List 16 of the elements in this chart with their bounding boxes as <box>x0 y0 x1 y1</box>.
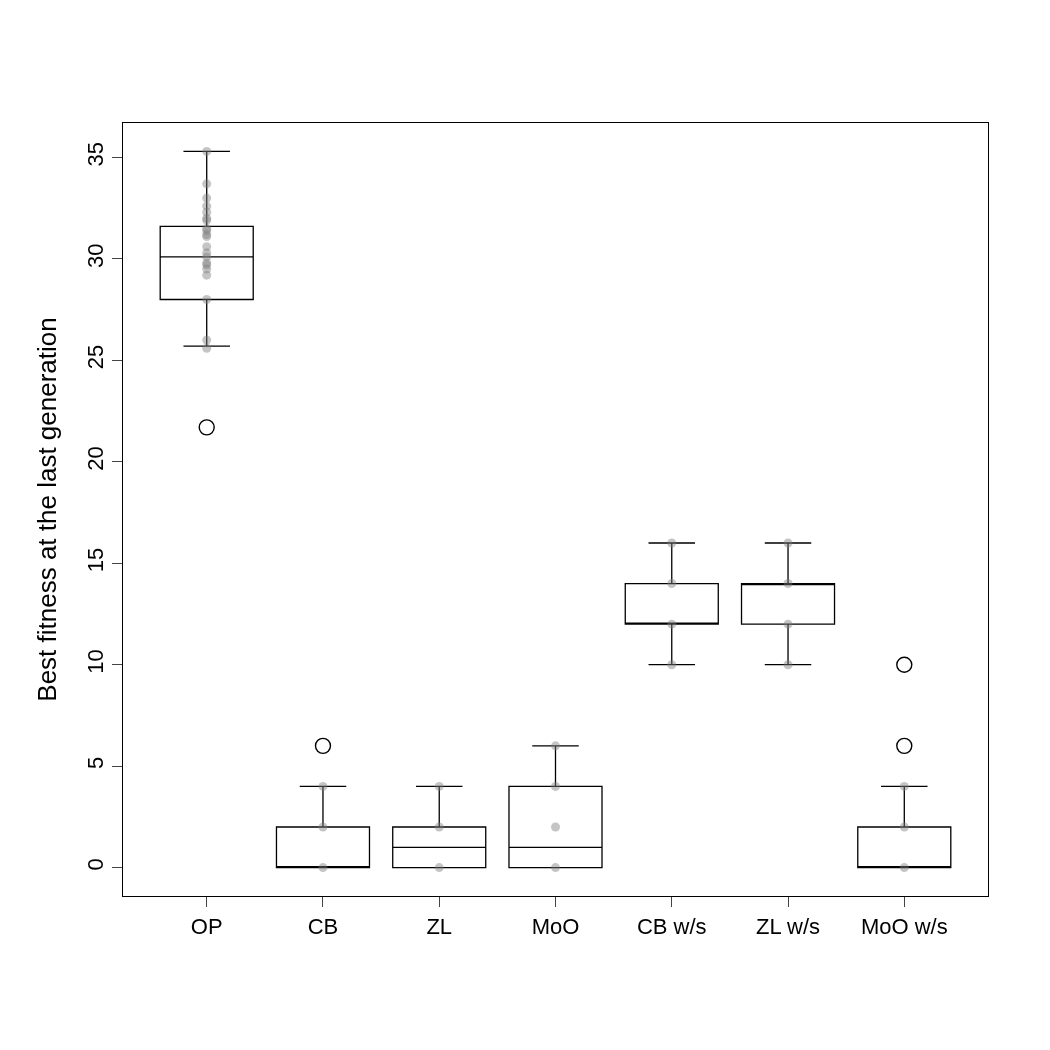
y-tick-label: 30 <box>83 243 109 268</box>
y-tick-label: 10 <box>83 649 109 674</box>
y-tick-label: 5 <box>83 756 109 769</box>
y-tick-label: 35 <box>83 141 109 167</box>
y-tick-label: 20 <box>83 446 109 471</box>
x-tick-label: ZL <box>426 913 453 939</box>
y-tick-label: 15 <box>83 547 109 573</box>
x-tick-label: MoO <box>531 913 580 939</box>
y-axis-title: Best fitness at the last generation <box>32 317 63 702</box>
y-tick-label: 0 <box>83 858 109 871</box>
x-tick-label: MoO w/s <box>860 913 948 939</box>
x-tick-label: ZL w/s <box>756 913 821 939</box>
y-tick-label: 25 <box>83 344 109 370</box>
x-tick-label: CB w/s <box>636 913 707 939</box>
x-tick-label: OP <box>190 913 223 939</box>
x-tick-label: CB <box>307 913 339 939</box>
